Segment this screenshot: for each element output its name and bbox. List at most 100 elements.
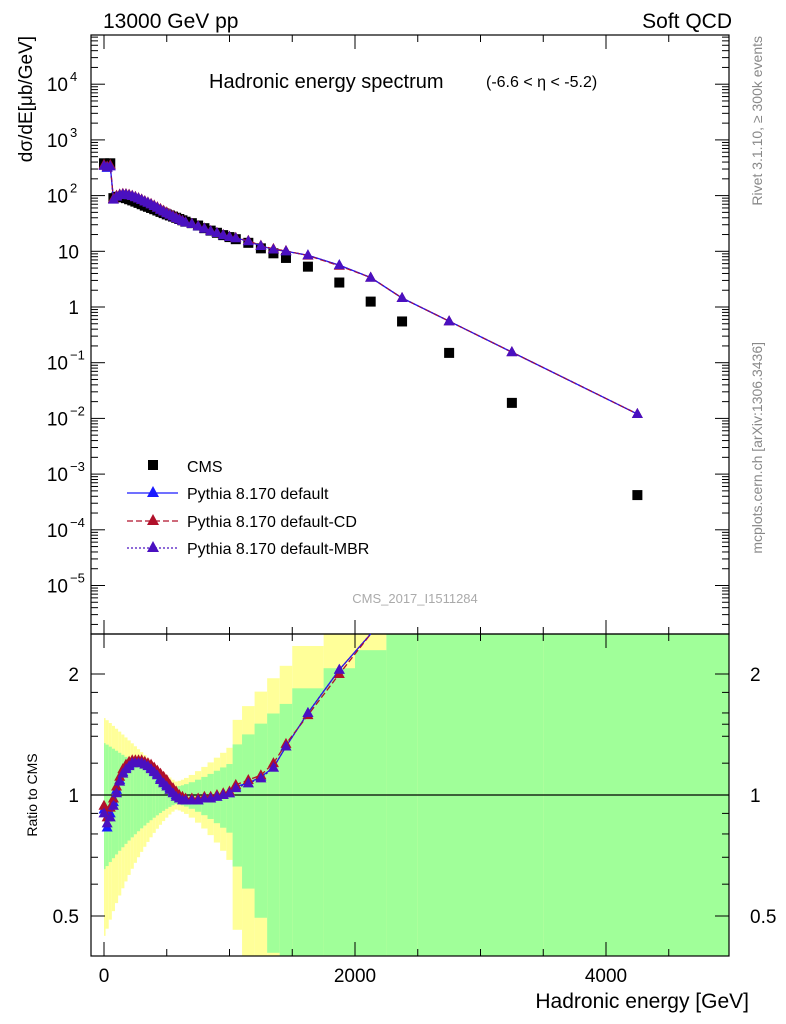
band-inner (143, 769, 147, 826)
band-inner (146, 771, 150, 823)
y-tick-exponent: 4 (70, 69, 77, 84)
band-inner (127, 758, 131, 841)
ratio-point-2 (333, 663, 345, 674)
ratio-point-2 (280, 740, 292, 751)
ratio-point-2 (267, 761, 279, 772)
series-point-2 (267, 243, 279, 254)
band-inner (226, 764, 233, 833)
band-inner (140, 767, 144, 829)
band-inner (355, 650, 387, 956)
x-tick-label: 0 (99, 966, 110, 987)
legend-cms-marker (148, 460, 158, 470)
ratio-point-2 (101, 817, 113, 828)
band-inner (292, 688, 324, 956)
series-point-2 (242, 235, 254, 246)
ratio-tick-label-right: 0.5 (750, 907, 776, 928)
cms-point (506, 397, 517, 408)
y-axis-label: dσ/dE[μb/GeV] (16, 36, 37, 162)
ratio-point-2 (242, 777, 254, 788)
ratio-point-2 (104, 811, 116, 822)
series-point-2 (104, 160, 116, 171)
band-inner (149, 772, 153, 821)
band-inner (136, 765, 141, 832)
series-point-2 (186, 217, 198, 228)
y-tick-exponent: −4 (70, 515, 85, 530)
ratio-y-label: Ratio to CMS (24, 753, 40, 836)
x-tick-label: 2000 (334, 966, 376, 987)
series-point-2 (255, 240, 267, 251)
data-marks (98, 158, 643, 832)
analysis-id: CMS_2017_I1511284 (352, 591, 478, 606)
band-inner (242, 734, 255, 889)
series-point-2 (302, 249, 314, 260)
ratio-tick-label: 1 (68, 786, 79, 807)
y-tick-exponent: −2 (70, 403, 85, 418)
ratio-tick-label: 2 (68, 665, 79, 686)
ratio-tick-label: 0.5 (53, 907, 79, 928)
ratio-point-2 (302, 706, 314, 717)
y-tick-label: 10 (47, 409, 68, 430)
band-inner (158, 778, 163, 814)
ratio-tick-label-right: 2 (750, 665, 761, 686)
series-line-0 (103, 164, 638, 415)
series-point-2 (365, 271, 377, 282)
series-point-2 (506, 346, 518, 357)
y-tick-exponent: 3 (70, 125, 77, 140)
legend-cms-label: CMS (187, 459, 223, 476)
band-inner (105, 744, 109, 867)
header-left: 13000 GeV pp (103, 10, 238, 33)
ratio-point-2 (255, 772, 267, 783)
legend-mbr-marker (147, 541, 159, 552)
y-tick-exponent: −1 (70, 348, 85, 363)
y-tick-exponent: 2 (70, 181, 77, 196)
x-axis-label: Hadronic energy [GeV] (535, 990, 749, 1013)
legend-default-label: Pythia 8.170 default (187, 486, 329, 503)
chart-subtitle: (-6.6 < η < -5.2) (486, 74, 597, 91)
series-point-2 (396, 292, 408, 303)
series-point-2 (198, 222, 210, 233)
y-tick-exponent: −5 (70, 571, 85, 586)
band-inner (323, 668, 355, 956)
ratio-point-1 (98, 799, 110, 810)
series-point-2 (443, 315, 455, 326)
band-inner (130, 760, 134, 838)
y-tick-label: 10 (47, 187, 68, 208)
legend-mbr-label: Pythia 8.170 default-MBR (187, 541, 369, 558)
band-inner (232, 744, 243, 867)
ratio-point-2 (114, 775, 126, 786)
ratio-point-2 (230, 782, 242, 793)
y-tick-label: 10 (47, 465, 68, 486)
series-point-2 (217, 229, 229, 240)
series-point-2 (192, 220, 204, 231)
cms-point (365, 296, 376, 307)
ratio-point-2 (224, 787, 235, 798)
y-tick-label: 10 (58, 242, 79, 263)
y-tick-exponent: −3 (70, 459, 85, 474)
band-inner (118, 752, 122, 851)
series-line-1 (103, 164, 638, 415)
cms-point (302, 261, 313, 272)
series-point-2 (224, 230, 235, 241)
series-point-2 (631, 407, 643, 418)
band-inner (133, 762, 137, 835)
band-inner (121, 754, 125, 848)
y-tick-label: 10 (47, 354, 68, 375)
band-inner (152, 774, 156, 818)
chart-title: Hadronic energy spectrum (209, 71, 444, 93)
legend-cd-label: Pythia 8.170 default-CD (187, 514, 357, 531)
y-tick-label: 10 (47, 521, 68, 542)
y-tick-label: 10 (47, 577, 68, 598)
band-inner (162, 780, 166, 811)
band-inner (254, 723, 268, 918)
legend-cd-marker (147, 514, 159, 525)
ratio-point-2 (111, 787, 123, 798)
x-tick-label: 4000 (585, 966, 627, 987)
cms-point (334, 277, 345, 288)
legend: CMS Pythia 8.170 default Pythia 8.170 de… (127, 459, 369, 558)
band-inner (155, 776, 159, 816)
y-tick-label: 1 (68, 298, 79, 319)
series-point-2 (211, 227, 223, 238)
cms-point (444, 347, 455, 358)
